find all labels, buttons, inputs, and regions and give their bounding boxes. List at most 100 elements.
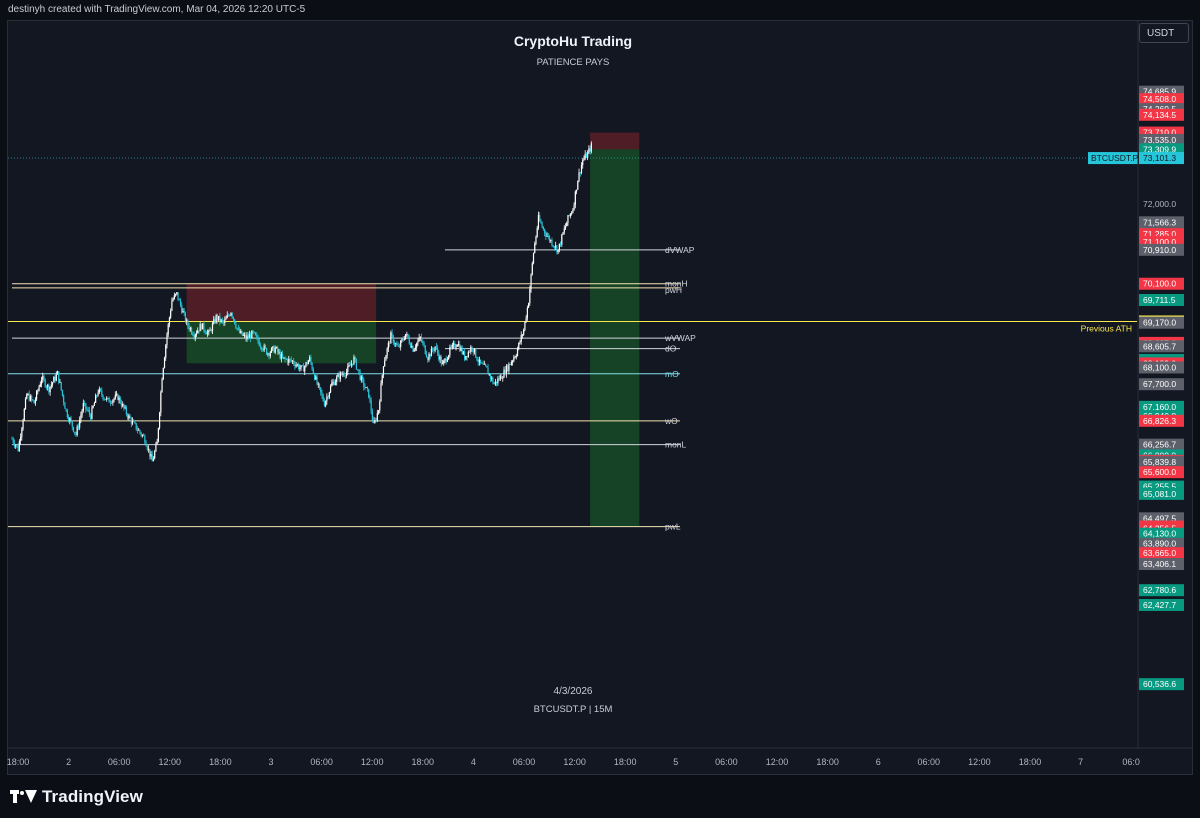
candle-body bbox=[341, 372, 343, 375]
candle-body bbox=[370, 400, 372, 412]
price-axis-label: 65,600.0 bbox=[1143, 467, 1176, 477]
candle-body bbox=[42, 376, 44, 380]
candle-body bbox=[403, 339, 405, 340]
candle-body bbox=[108, 397, 110, 403]
candle-body bbox=[513, 357, 515, 361]
candle-body bbox=[200, 324, 203, 330]
candle-body bbox=[290, 359, 292, 361]
tradingview-brand[interactable]: TradingView bbox=[10, 786, 143, 808]
candle-body bbox=[429, 354, 431, 357]
candle-body bbox=[373, 420, 375, 423]
candle-body bbox=[63, 395, 65, 403]
candle-body bbox=[92, 405, 94, 408]
candle-body bbox=[337, 374, 339, 377]
price-axis-label: 66,826.3 bbox=[1143, 416, 1176, 426]
candle-body bbox=[392, 335, 394, 343]
time-axis-label: 06:0 bbox=[1122, 757, 1140, 767]
candle-body bbox=[407, 333, 409, 339]
candle-body bbox=[531, 263, 533, 275]
time-axis-label: 06:00 bbox=[310, 757, 333, 767]
candle-body bbox=[268, 353, 270, 356]
candle-body bbox=[562, 232, 564, 235]
candle-body bbox=[248, 334, 250, 338]
candle-body bbox=[445, 358, 447, 362]
candle-body bbox=[66, 410, 68, 418]
candle-body bbox=[302, 365, 305, 372]
candle-body bbox=[272, 346, 274, 348]
candle-body bbox=[283, 357, 285, 359]
candle-body bbox=[524, 321, 526, 330]
candle-body bbox=[209, 329, 211, 331]
candle-body bbox=[344, 375, 346, 377]
candle-body bbox=[589, 148, 591, 152]
candle-body bbox=[534, 243, 536, 253]
candle-body bbox=[106, 397, 108, 400]
candle-body bbox=[215, 314, 217, 323]
candle-body bbox=[390, 332, 392, 344]
candle-body bbox=[136, 429, 139, 431]
time-axis-label: 12:00 bbox=[361, 757, 384, 767]
candle-body bbox=[241, 330, 243, 336]
price-axis-tag bbox=[1139, 93, 1184, 106]
candle-body bbox=[364, 386, 366, 388]
candle-body bbox=[213, 319, 215, 324]
candle-body bbox=[535, 236, 537, 244]
candle-body bbox=[273, 346, 275, 353]
time-axis-label: 6 bbox=[876, 757, 881, 767]
level-label-pwh: pwH bbox=[665, 285, 682, 295]
candle-body bbox=[530, 274, 532, 290]
candle-body bbox=[580, 165, 583, 174]
candle-body bbox=[64, 402, 66, 409]
candle-body bbox=[206, 332, 209, 335]
candle-body bbox=[220, 319, 222, 322]
candle-body bbox=[53, 377, 55, 383]
candle-body bbox=[12, 438, 14, 443]
candle-body bbox=[165, 345, 167, 358]
candle-body bbox=[417, 340, 419, 344]
price-axis-label: 64,497.5 bbox=[1143, 513, 1176, 523]
candle-body bbox=[402, 339, 404, 341]
candle-body bbox=[24, 398, 27, 409]
candle-body bbox=[455, 346, 457, 348]
price-axis-label: 63,406.1 bbox=[1143, 559, 1176, 569]
time-axis-label: 18:00 bbox=[209, 757, 232, 767]
candle-body bbox=[424, 345, 426, 354]
candle-body bbox=[539, 215, 541, 221]
candle-body bbox=[93, 402, 96, 406]
candle-body bbox=[440, 356, 442, 365]
candle-body bbox=[386, 348, 388, 356]
candle-body bbox=[29, 395, 32, 401]
candle-body bbox=[525, 317, 527, 322]
price-axis-label: 74,134.5 bbox=[1143, 110, 1176, 120]
candle-body bbox=[140, 432, 142, 436]
currency-button[interactable]: USDT bbox=[1139, 23, 1189, 43]
chart-frame[interactable] bbox=[7, 20, 1193, 775]
candle-body bbox=[269, 352, 271, 356]
candle-body bbox=[304, 366, 306, 372]
candle-body bbox=[161, 378, 163, 393]
candle-body bbox=[444, 358, 446, 361]
candle-body bbox=[448, 355, 450, 360]
candle-body bbox=[115, 393, 118, 395]
candle-body bbox=[483, 363, 485, 365]
price-axis-label: 64,130.0 bbox=[1143, 529, 1176, 539]
candle-body bbox=[493, 383, 495, 385]
time-axis-label: 06:00 bbox=[513, 757, 536, 767]
price-axis-label: 73,535.0 bbox=[1143, 135, 1176, 145]
candle-body bbox=[412, 346, 414, 352]
candle-body bbox=[460, 347, 462, 351]
candle-body bbox=[128, 415, 130, 419]
price-axis-label: 70,910.0 bbox=[1143, 245, 1176, 255]
candle-body bbox=[584, 153, 586, 159]
candle-body bbox=[43, 376, 45, 380]
candle-body bbox=[327, 396, 329, 398]
price-axis-tag bbox=[1139, 558, 1184, 571]
level-label-dvwap: dVWAP bbox=[665, 245, 695, 255]
time-axis-label: 06:00 bbox=[108, 757, 131, 767]
chart-subtitle: PATIENCE PAYS bbox=[537, 57, 610, 68]
candle-body bbox=[502, 377, 504, 379]
candle-body bbox=[144, 435, 146, 443]
candle-body bbox=[166, 334, 168, 346]
